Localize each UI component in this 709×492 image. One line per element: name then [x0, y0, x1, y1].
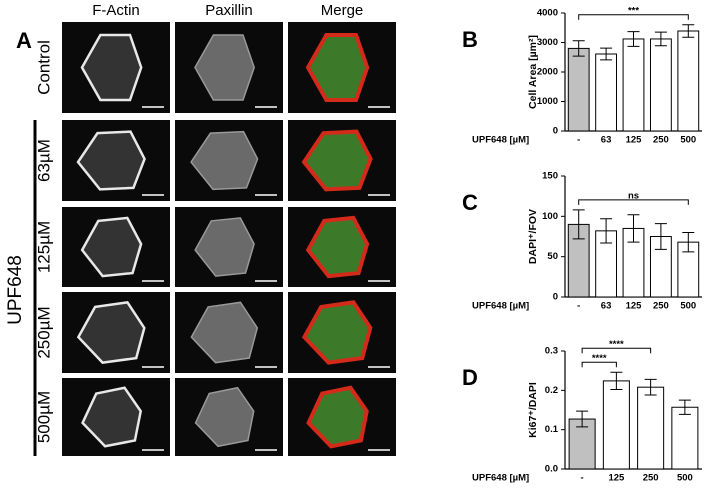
significance-label: ****: [592, 353, 607, 364]
y-tick-label: 0: [553, 126, 558, 137]
panel-letter: C: [462, 190, 478, 215]
y-tick-label: 4000: [537, 8, 558, 19]
row-label: 250µM: [34, 306, 53, 358]
x-tick-label: 500: [677, 473, 693, 484]
x-tick-label: 250: [643, 473, 659, 484]
x-tick-label: 250: [653, 135, 669, 146]
bar: [649, 38, 672, 132]
cell: [81, 386, 143, 448]
significance-label: ns: [628, 190, 639, 201]
significance-bracket: [578, 199, 689, 205]
y-tick-label: 50: [547, 251, 558, 262]
y-tick-label: 1000: [537, 96, 558, 107]
significance-bracket: [581, 347, 652, 354]
bar: [622, 38, 645, 132]
y-tick-label: 0.3: [545, 346, 558, 357]
bar: [567, 47, 590, 132]
x-tick-label: 125: [626, 301, 643, 312]
significance-label: ****: [609, 339, 624, 350]
y-axis-label: DAPI⁺/FOV: [527, 209, 539, 264]
x-axis-label: UPF648 [µM]: [472, 473, 529, 484]
y-tick-label: 0.0: [545, 464, 558, 475]
column-header: Paxillin: [205, 2, 253, 19]
panel-letter: B: [462, 27, 478, 52]
x-tick-label: 125: [626, 135, 643, 146]
row-label: 125µM: [34, 221, 53, 273]
row-label: 500µM: [34, 391, 53, 443]
cell: [194, 217, 255, 277]
significance-label: ***: [628, 5, 639, 16]
error-bar: [576, 410, 589, 428]
cell: [301, 129, 373, 192]
y-axis-label: Cell Area [µm²]: [527, 35, 539, 109]
cell: [305, 33, 370, 102]
error-bar: [654, 223, 667, 250]
column-header: F-Actin: [92, 2, 140, 19]
error-bar: [682, 231, 695, 253]
error-bar: [572, 209, 585, 240]
error-bar: [627, 214, 640, 243]
cell: [194, 386, 255, 448]
cell: [76, 300, 146, 364]
row-label: Control: [34, 40, 53, 95]
cell: [190, 130, 259, 191]
panel-letter: A: [16, 28, 32, 53]
y-tick-label: 150: [542, 171, 558, 182]
x-tick-label: -: [581, 473, 584, 484]
error-bar: [627, 31, 640, 47]
error-bar: [600, 47, 613, 61]
error-bar: [572, 40, 585, 57]
x-tick-label: 63: [601, 301, 612, 312]
cell: [80, 33, 143, 102]
bar: [637, 386, 665, 470]
y-tick-label: 100: [542, 211, 558, 222]
y-axis-label: Ki67⁺/DAPI: [527, 382, 539, 438]
panel-letter: D: [462, 365, 478, 390]
error-bar: [682, 24, 695, 38]
y-tick-label: 0: [553, 292, 558, 303]
bar: [671, 406, 699, 470]
y-tick-label: 0.1: [545, 424, 559, 435]
bar: [595, 53, 618, 132]
x-axis-label: UPF648 [µM]: [472, 135, 529, 146]
x-tick-label: -: [577, 301, 580, 312]
significance-bracket: [578, 14, 689, 20]
group-label: UPF648: [5, 255, 26, 325]
x-tick-label: 500: [680, 301, 696, 312]
y-tick-label: 3000: [537, 37, 558, 48]
bar: [602, 380, 630, 470]
bar: [677, 30, 700, 132]
x-tick-label: 250: [653, 301, 669, 312]
y-tick-label: 0.2: [545, 385, 558, 396]
cell: [305, 215, 370, 279]
x-tick-label: 500: [680, 135, 696, 146]
cell: [190, 301, 259, 364]
cell: [80, 216, 143, 278]
x-tick-label: 63: [601, 135, 612, 146]
cell: [301, 300, 373, 365]
x-tick-label: 125: [608, 473, 625, 484]
row-label: 63µM: [34, 139, 53, 182]
error-bar: [654, 31, 667, 47]
column-header: Merge: [321, 2, 364, 19]
y-tick-label: 2000: [537, 67, 558, 78]
cell: [306, 385, 369, 449]
error-bar: [610, 371, 623, 391]
error-bar: [644, 378, 657, 396]
significance-bracket: [581, 361, 617, 368]
error-bar: [678, 399, 691, 415]
x-tick-label: -: [577, 135, 580, 146]
cell: [194, 34, 255, 101]
error-bar: [600, 218, 613, 244]
cell: [76, 130, 146, 191]
x-axis-label: UPF648 [µM]: [472, 301, 529, 312]
